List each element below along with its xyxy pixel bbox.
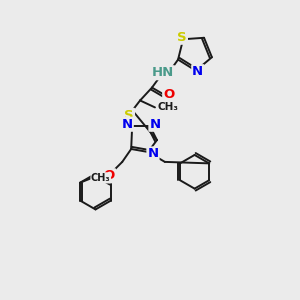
Text: CH₃: CH₃ <box>158 102 179 112</box>
Text: N: N <box>147 148 158 160</box>
Text: HN: HN <box>152 66 174 79</box>
Text: N: N <box>192 65 203 78</box>
Text: S: S <box>177 31 187 44</box>
Text: N: N <box>149 118 161 131</box>
Text: O: O <box>163 88 174 101</box>
Text: S: S <box>124 109 134 122</box>
Text: O: O <box>104 169 115 182</box>
Text: CH₃: CH₃ <box>91 173 111 183</box>
Text: N: N <box>122 118 133 131</box>
